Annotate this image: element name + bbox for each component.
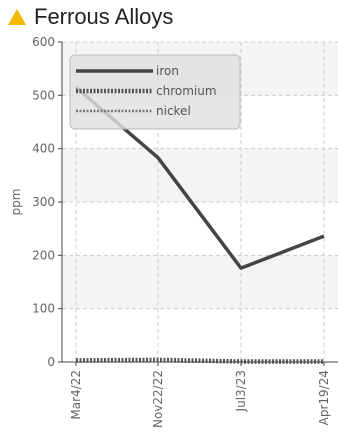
legend-label-iron: iron (156, 64, 179, 78)
grid-lines (62, 41, 338, 362)
legend-label-nickel: nickel (156, 104, 191, 118)
y-tick-label: 300 (32, 195, 55, 209)
x-tick-labels: Mar4/22 Nov22/22 Jul3/23 Apr19/24 (69, 370, 331, 428)
chart-title: Ferrous Alloys (34, 4, 174, 29)
y-tick-label: 100 (32, 302, 55, 316)
warning-triangle-icon (8, 9, 26, 25)
x-tick-label: Apr19/24 (317, 370, 331, 425)
y-tick-label: 200 (32, 248, 55, 262)
grid-band (62, 255, 338, 309)
y-tick-label: 0 (47, 355, 55, 369)
y-tick-label: 600 (32, 35, 55, 49)
y-axis-label: ppm (9, 189, 23, 216)
chart-header: Ferrous Alloys (6, 2, 173, 32)
y-tick-label: 400 (32, 142, 55, 156)
y-tick-labels: 0 100 200 300 400 500 600 (32, 35, 55, 369)
x-tick-label: Mar4/22 (69, 370, 83, 420)
x-tick-label: Nov22/22 (151, 370, 165, 428)
x-tick-label: Jul3/23 (234, 370, 248, 412)
legend: iron chromium nickel (69, 54, 241, 130)
series-line-chromium (75, 357, 324, 364)
y-tick-label: 500 (32, 88, 55, 102)
grid-band (62, 148, 338, 202)
legend-label-chromium: chromium (156, 84, 217, 98)
